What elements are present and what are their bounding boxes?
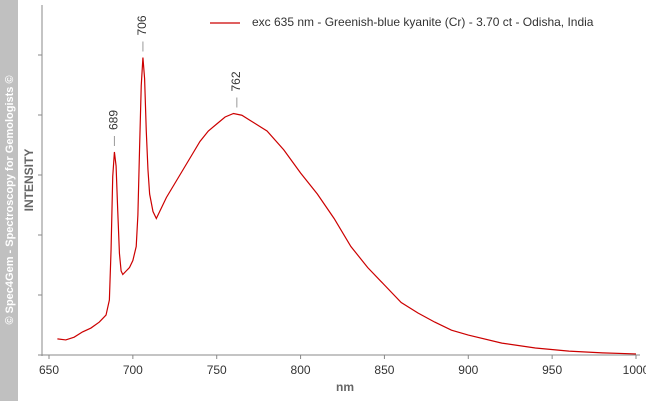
- x-tick-label: 800: [291, 363, 311, 377]
- x-axis-label: nm: [336, 380, 354, 394]
- annotation: 689: [107, 110, 121, 130]
- series-line: [57, 57, 637, 355]
- annotation: 762: [229, 71, 243, 91]
- x-tick-label: 700: [123, 363, 143, 377]
- x-tick-label: 950: [542, 363, 562, 377]
- sidebar: [0, 0, 18, 401]
- y-tick-marks: [38, 54, 42, 356]
- annotation: 706: [135, 15, 149, 35]
- x-tick-label: 900: [458, 363, 478, 377]
- x-tick-label: 750: [207, 363, 227, 377]
- x-tick-label: 850: [374, 363, 394, 377]
- watermark: © Spec4Gem - Spectroscopy for Gemologist…: [4, 75, 16, 324]
- legend-label: exc 635 nm - Greenish-blue kyanite (Cr) …: [252, 15, 594, 29]
- y-axis-label: INTENSITY: [22, 149, 36, 212]
- x-tick-label: 1000: [623, 363, 646, 377]
- x-tick-label: 650: [39, 363, 59, 377]
